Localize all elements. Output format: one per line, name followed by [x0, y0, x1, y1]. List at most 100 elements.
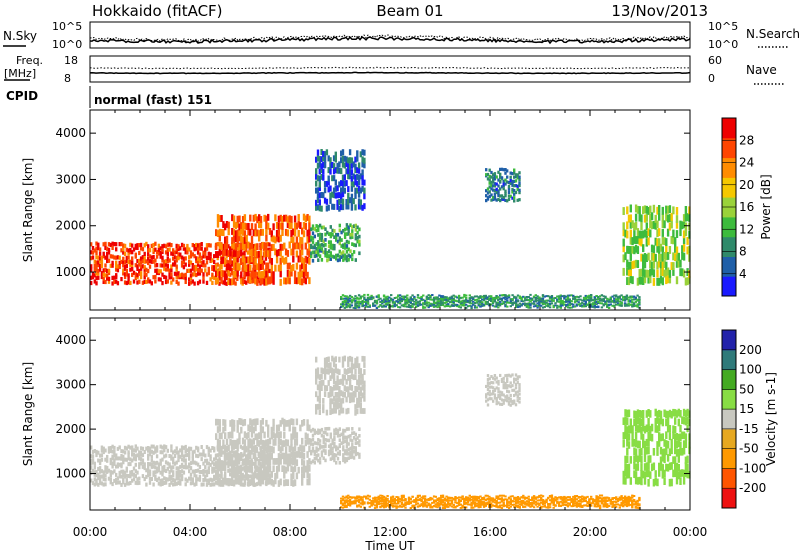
data-cell	[355, 433, 357, 437]
data-cell	[553, 300, 555, 302]
data-cell	[513, 199, 515, 202]
data-cell	[356, 156, 358, 162]
data-cell	[220, 243, 222, 250]
data-cell	[349, 499, 351, 501]
colorbar-swatch	[722, 237, 736, 257]
data-cell	[176, 265, 178, 269]
data-cell	[590, 294, 592, 296]
data-cell	[333, 442, 335, 446]
data-cell	[601, 306, 603, 308]
data-cell	[226, 236, 228, 243]
data-cell	[172, 470, 174, 474]
data-cell	[115, 247, 117, 251]
data-cell	[329, 169, 331, 175]
data-cell	[233, 216, 235, 223]
data-cell	[637, 246, 639, 254]
data-cell	[104, 242, 106, 246]
data-cell	[351, 443, 353, 447]
data-cell	[301, 438, 303, 445]
data-cell	[249, 453, 251, 460]
data-cell	[518, 383, 520, 386]
data-cell	[363, 203, 365, 209]
data-cell	[167, 449, 169, 453]
data-cell	[501, 176, 503, 179]
data-cell	[397, 496, 399, 498]
data-cell	[312, 447, 314, 451]
data-cell	[674, 456, 676, 464]
data-cell	[204, 268, 206, 272]
data-cell	[474, 305, 476, 307]
data-cell	[237, 270, 239, 277]
data-cell	[131, 256, 133, 260]
data-cell	[249, 277, 251, 284]
data-cell	[154, 279, 156, 283]
data-cell	[305, 264, 307, 271]
data-cell	[308, 216, 310, 223]
data-cell	[508, 296, 510, 298]
data-cell	[651, 212, 653, 220]
data-cell	[518, 386, 520, 389]
data-cell	[328, 439, 330, 443]
data-cell	[518, 389, 520, 392]
data-cell	[453, 298, 455, 300]
data-cell	[126, 467, 128, 471]
data-cell	[489, 190, 491, 193]
data-cell	[358, 434, 360, 438]
data-cell	[246, 474, 248, 481]
data-cell	[303, 445, 305, 452]
data-cell	[322, 169, 324, 175]
data-cell	[251, 236, 253, 243]
data-cell	[208, 470, 210, 474]
data-cell	[511, 384, 513, 387]
data-cell	[330, 240, 332, 244]
data-cell	[346, 244, 348, 248]
data-cell	[254, 272, 256, 279]
data-cell	[319, 461, 321, 465]
data-cell	[655, 470, 657, 478]
data-cell	[185, 263, 187, 267]
frequency-tick-top: 18	[64, 54, 78, 67]
power-background	[90, 110, 690, 310]
colorbar-tick-label: 8	[739, 245, 747, 259]
data-cell	[338, 357, 340, 363]
data-cell	[469, 294, 471, 296]
colorbar-swatch	[722, 118, 736, 138]
data-cell	[510, 381, 512, 384]
data-cell	[623, 440, 625, 448]
data-cell	[496, 175, 498, 178]
noise-right-tick-bottom: 10^0	[708, 38, 738, 51]
data-cell	[290, 216, 292, 223]
data-cell	[679, 425, 681, 433]
data-cell	[653, 463, 655, 471]
data-cell	[685, 223, 687, 231]
data-cell	[504, 190, 506, 193]
data-cell	[637, 260, 639, 268]
data-cell	[135, 253, 137, 257]
data-cell	[268, 269, 270, 273]
data-cell	[142, 247, 144, 251]
data-cell	[354, 392, 356, 398]
data-cell	[324, 157, 326, 163]
data-cell	[671, 447, 673, 455]
data-cell	[339, 450, 341, 454]
data-cell	[201, 242, 203, 246]
data-cell	[492, 381, 494, 384]
data-cell	[190, 447, 192, 451]
data-cell	[676, 230, 678, 238]
nave-tick-top: 60	[708, 54, 722, 67]
data-cell	[363, 180, 365, 186]
data-cell	[465, 297, 467, 299]
data-cell	[192, 477, 194, 481]
data-cell	[572, 304, 574, 306]
data-cell	[658, 213, 660, 221]
data-cell	[319, 457, 321, 461]
data-cell	[119, 265, 121, 269]
data-cell	[328, 176, 330, 182]
data-cell	[324, 449, 326, 453]
data-cell	[653, 269, 655, 277]
data-cell	[202, 276, 204, 280]
data-cell	[638, 301, 640, 303]
data-cell	[276, 472, 278, 479]
noise-left-tick-bottom: 10^0	[52, 38, 82, 51]
